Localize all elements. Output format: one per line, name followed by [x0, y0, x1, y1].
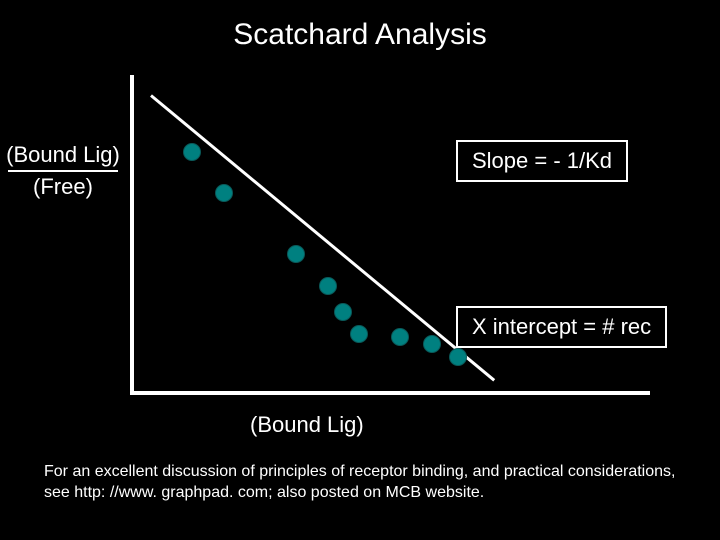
chart-title: Scatchard Analysis: [0, 18, 720, 52]
data-point: [287, 245, 305, 263]
data-point: [215, 184, 233, 202]
y-axis-label-denominator: (Free): [2, 174, 124, 200]
data-point: [391, 328, 409, 346]
data-point: [423, 335, 441, 353]
fraction-bar: [8, 170, 118, 172]
slope-annotation: Slope = - 1/Kd: [456, 140, 628, 182]
x-intercept-annotation: X intercept = # rec: [456, 306, 667, 348]
fit-line: [150, 95, 495, 382]
data-point: [319, 277, 337, 295]
data-point: [449, 348, 467, 366]
x-axis-label: (Bound Lig): [250, 412, 364, 438]
y-axis-label-numerator: (Bound Lig): [2, 142, 124, 168]
x-axis: [130, 391, 650, 395]
data-point: [334, 303, 352, 321]
data-point: [350, 325, 368, 343]
y-axis-label: (Bound Lig) (Free): [2, 142, 124, 201]
footnote-text: For an excellent discussion of principle…: [44, 461, 690, 504]
y-axis: [130, 75, 134, 395]
data-point: [183, 143, 201, 161]
